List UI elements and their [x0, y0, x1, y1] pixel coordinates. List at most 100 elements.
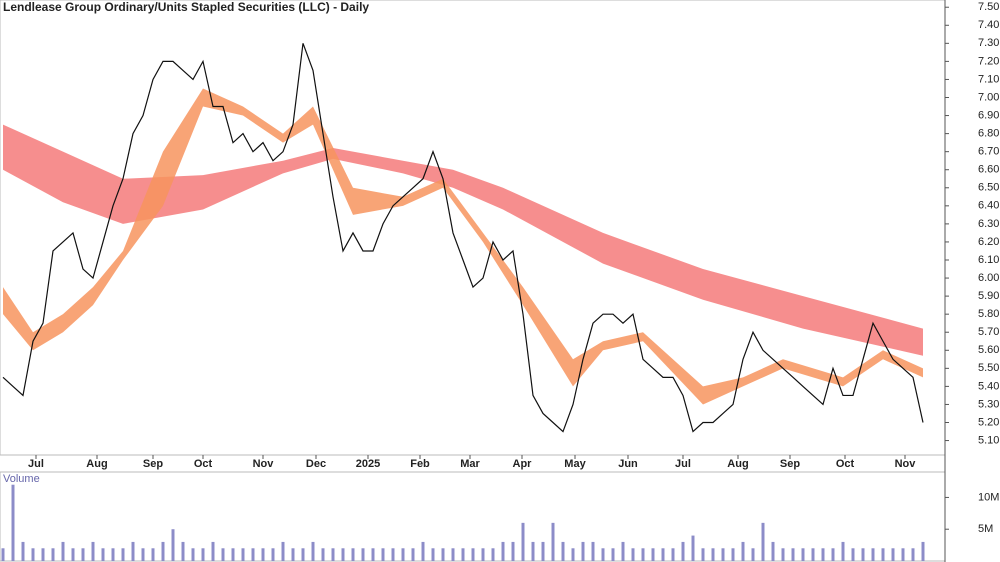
volume-bar: [271, 548, 275, 561]
chart-title: Lendlease Group Ordinary/Units Stapled S…: [3, 0, 369, 14]
x-tick-label: Nov: [895, 458, 917, 470]
x-tick-label: Nov: [253, 458, 275, 470]
y-tick-label: 7.30: [978, 37, 999, 49]
y-tick-label: 7.00: [978, 91, 999, 103]
x-tick-label: Dec: [306, 458, 326, 470]
volume-bar: [201, 548, 205, 561]
y-tick-label: 6.60: [978, 164, 999, 176]
x-tick-label: Jul: [675, 458, 691, 470]
volume-bar: [121, 548, 125, 561]
volume-bar: [61, 541, 65, 561]
y-tick-label: 7.10: [978, 73, 999, 85]
volume-bar: [911, 548, 915, 561]
x-tick-label: May: [564, 458, 586, 470]
volume-bar: [451, 548, 455, 561]
volume-bar: [641, 548, 645, 561]
x-tick-label: Sep: [780, 458, 800, 470]
volume-bar: [91, 541, 95, 561]
volume-bar: [901, 548, 905, 561]
volume-bar: [431, 548, 435, 561]
volume-bar: [811, 548, 815, 561]
volume-bar: [441, 548, 445, 561]
y-tick-label: 6.70: [978, 146, 999, 158]
volume-bar: [161, 541, 165, 561]
volume-bar: [321, 548, 325, 561]
y-tick-label: 5.20: [978, 416, 999, 428]
volume-bar: [111, 548, 115, 561]
x-tick-label: 2025: [356, 458, 380, 470]
volume-bar: [81, 548, 85, 561]
volume-bar: [841, 541, 845, 561]
volume-bar: [351, 548, 355, 561]
y-tick-label: 7.40: [978, 19, 999, 31]
volume-bar: [31, 548, 35, 561]
volume-bar: [101, 548, 105, 561]
volume-title: Volume: [3, 473, 40, 485]
y-tick-label: 6.20: [978, 236, 999, 248]
volume-bar: [511, 541, 515, 561]
y-tick-label: 6.00: [978, 272, 999, 284]
x-tick-label: Feb: [410, 458, 430, 470]
x-tick-label: Oct: [194, 458, 213, 470]
volume-bar: [331, 548, 335, 561]
y-tick-label: 5.40: [978, 380, 999, 392]
volume-bar: [301, 548, 305, 561]
y-tick-label: 6.30: [978, 218, 999, 230]
volume-bar: [821, 548, 825, 561]
volume-bar: [281, 541, 285, 561]
volume-bar: [211, 541, 215, 561]
y-tick-label: 5.60: [978, 344, 999, 356]
volume-bar: [181, 541, 185, 561]
volume-bar: [151, 548, 155, 561]
volume-bar: [881, 548, 885, 561]
y-tick-label: 7.50: [978, 1, 999, 13]
volume-bar: [711, 548, 715, 561]
y-tick-label: 5.30: [978, 398, 999, 410]
volume-bar: [221, 548, 225, 561]
volume-bar: [391, 548, 395, 561]
volume-bar: [311, 541, 315, 561]
volume-bar: [231, 548, 235, 561]
volume-bar: [361, 548, 365, 561]
volume-panel: [0, 471, 946, 562]
volume-bar: [241, 548, 245, 561]
volume-bar: [561, 541, 565, 561]
volume-bar: [681, 541, 685, 561]
volume-bar: [541, 541, 545, 561]
x-tick-label: Apr: [513, 458, 533, 470]
volume-bar: [851, 548, 855, 561]
volume-bar: [661, 548, 665, 561]
volume-bar: [621, 541, 625, 561]
volume-bar: [421, 541, 425, 561]
volume-bar: [71, 548, 75, 561]
y-tick-label: 5.10: [978, 434, 999, 446]
volume-bar: [741, 541, 745, 561]
volume-bar: [731, 548, 735, 561]
price-line: [2, 43, 924, 433]
volume-bar: [1, 548, 5, 561]
volume-bar: [341, 548, 345, 561]
volume-bar: [21, 541, 25, 561]
y-tick-label: 5M: [978, 523, 993, 535]
volume-bar: [381, 548, 385, 561]
y-tick-label: 10M: [978, 491, 999, 503]
volume-bar: [251, 548, 255, 561]
volume-bar: [921, 541, 925, 561]
volume-bar: [581, 541, 585, 561]
volume-bar: [131, 541, 135, 561]
volume-bar: [791, 548, 795, 561]
volume-bar: [401, 548, 405, 561]
x-tick-label: Mar: [460, 458, 480, 470]
x-tick-label: Sep: [143, 458, 163, 470]
volume-bar: [831, 548, 835, 561]
volume-bar: [601, 548, 605, 561]
x-tick-label: Oct: [836, 458, 855, 470]
y-tick-label: 5.80: [978, 308, 999, 320]
volume-bar: [761, 522, 765, 561]
volume-bar: [411, 548, 415, 561]
volume-bar: [491, 548, 495, 561]
x-tick-label: Jul: [28, 458, 44, 470]
y-tick-label: 5.50: [978, 362, 999, 374]
volume-bar: [481, 548, 485, 561]
